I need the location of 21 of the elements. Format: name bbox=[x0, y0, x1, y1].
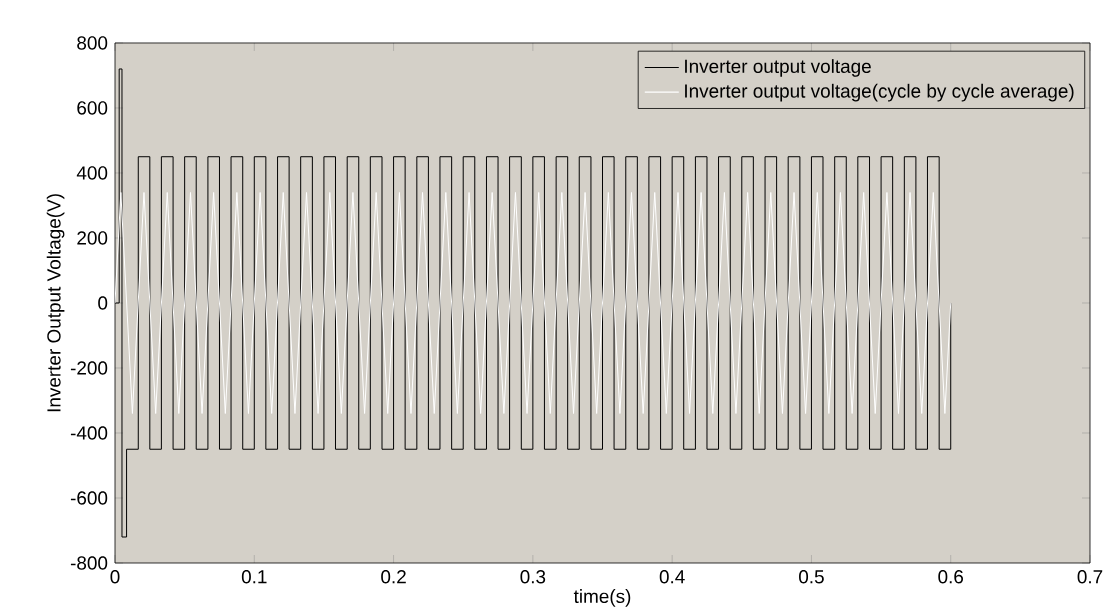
y-tick-label: 800 bbox=[77, 36, 108, 50]
x-tick-label: 0.2 bbox=[381, 570, 406, 584]
x-tick-label: 0.6 bbox=[938, 570, 964, 584]
y-tick-label: -800 bbox=[70, 556, 108, 570]
y-tick-label: 0 bbox=[98, 296, 108, 310]
y-tick-label: 600 bbox=[77, 101, 108, 115]
y-tick-label: 400 bbox=[76, 166, 108, 180]
y-tick-label: -400 bbox=[70, 426, 108, 440]
y-tick-label: -200 bbox=[70, 361, 108, 375]
legend-label: Inverter output voltage bbox=[685, 59, 871, 77]
x-axis-title: time(s) bbox=[573, 589, 631, 607]
legend-label: Inverter output voltage(cycle by cycle average) bbox=[685, 83, 1074, 102]
x-tick-label: 0 bbox=[110, 570, 120, 584]
x-tick-label: 0.4 bbox=[659, 570, 685, 584]
y-axis-title: Inverter Output Voltage(V) bbox=[46, 194, 65, 412]
x-tick-label: 0.7 bbox=[1077, 570, 1103, 584]
x-tick-label: 0.3 bbox=[520, 570, 546, 584]
y-tick-label: 200 bbox=[77, 231, 108, 245]
x-tick-label: 0.1 bbox=[241, 570, 267, 584]
x-tick-label: 0.5 bbox=[799, 570, 824, 584]
y-tick-label: -600 bbox=[70, 491, 108, 505]
